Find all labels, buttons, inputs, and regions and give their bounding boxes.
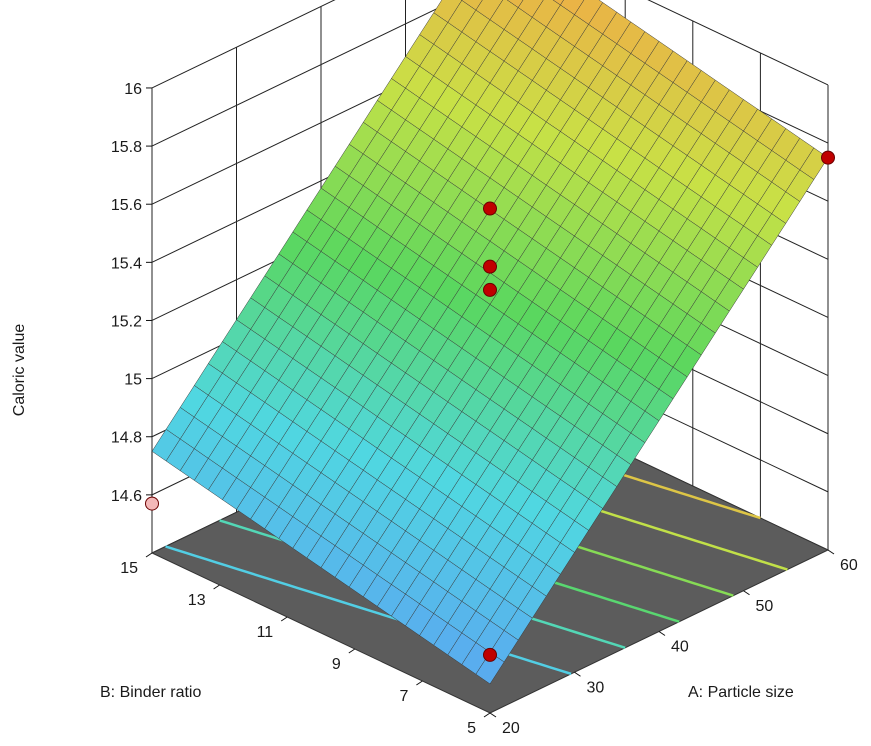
z-tick-label: 15.2	[111, 313, 142, 330]
y-axis-label: B: Binder ratio	[100, 684, 201, 701]
y-tick-label: 11	[257, 624, 274, 641]
y-tick-mark	[280, 616, 288, 622]
y-tick-mark	[416, 680, 423, 686]
y-tick-label: 5	[467, 720, 476, 737]
y-tick-label: 7	[399, 688, 408, 705]
x-tick-label: 30	[587, 679, 605, 696]
design-point	[483, 201, 497, 216]
x-tick-mark	[827, 549, 835, 555]
z-tick-label: 15.8	[111, 139, 142, 156]
response-surface	[151, 0, 829, 685]
x-tick-label: 20	[502, 720, 520, 737]
z-tick-label: 15	[124, 372, 142, 389]
y-tick-mark	[213, 584, 220, 590]
axis-ticks: 14.6 14.8 15 15.2 15.4 15.6 15.8 16 5 7 9 11 13 15 20 3…	[111, 81, 858, 737]
x-tick-label: 60	[840, 557, 858, 574]
y-tick-label: 13	[188, 592, 206, 609]
design-point	[483, 647, 497, 662]
design-point	[483, 282, 497, 297]
z-tick-label: 15.6	[111, 197, 142, 214]
y-tick-mark	[348, 648, 356, 654]
z-axis-label: Caloric value	[11, 324, 28, 417]
y-tick-label: 9	[332, 656, 341, 673]
design-point	[483, 259, 497, 274]
x-axis-label: A: Particle size	[688, 684, 794, 701]
design-points	[483, 150, 835, 662]
y-tick-mark	[145, 552, 153, 558]
z-tick-label: 14.6	[111, 488, 142, 505]
x-tick-label: 50	[756, 598, 774, 615]
z-tick-label: 15.4	[111, 255, 142, 272]
z-tick-label: 14.8	[111, 430, 142, 447]
x-tick-label: 40	[671, 639, 689, 656]
x-tick-mark	[743, 590, 750, 596]
z-tick-label: 16	[124, 81, 142, 98]
design-point	[145, 496, 159, 511]
x-tick-mark	[658, 631, 666, 636]
wall-gridline	[151, 0, 829, 89]
design-point	[821, 150, 835, 165]
x-tick-mark	[574, 671, 581, 677]
y-tick-label: 15	[120, 560, 138, 577]
y-tick-mark	[483, 712, 491, 718]
x-tick-mark	[489, 712, 497, 718]
